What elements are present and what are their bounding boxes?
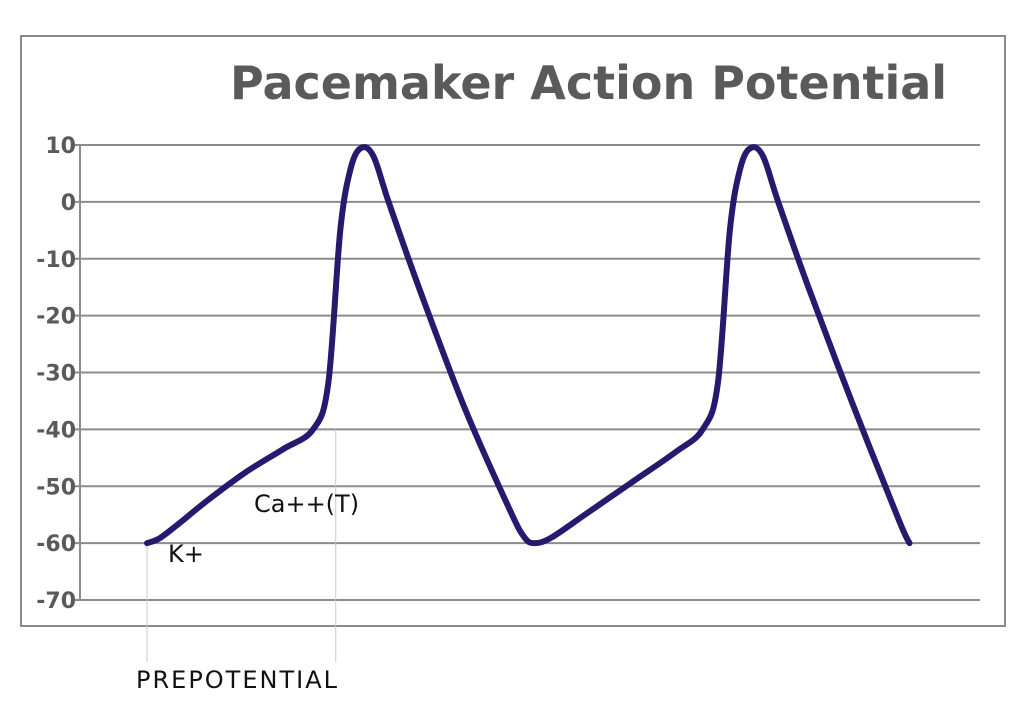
guide-lines (146, 429, 337, 662)
y-tick-label: -10 (36, 248, 76, 273)
y-tick-label: -60 (36, 532, 76, 557)
annotation-ca-t: Ca++(T) (254, 490, 360, 518)
y-tick-label: -20 (36, 305, 76, 330)
y-tick-label: -30 (36, 362, 76, 387)
annotation-k: K+ (168, 540, 204, 568)
y-tick-label: -50 (36, 475, 76, 500)
series-layer (144, 144, 913, 547)
prepotential-label: PREPOTENTIAL (136, 666, 339, 694)
y-tick-label: -70 (36, 589, 76, 614)
chart-title: Pacemaker Action Potential (230, 56, 948, 110)
y-tick-label: 10 (45, 134, 76, 159)
y-tick-label: 0 (61, 191, 76, 216)
grid-layer (72, 144, 980, 601)
y-axis-ticks: 10 0 -10 -20 -30 -40 -50 -60 -70 (36, 134, 76, 614)
action-potential-line (144, 144, 913, 547)
chart-frame (20, 35, 1006, 627)
y-tick-label: -40 (36, 418, 76, 443)
